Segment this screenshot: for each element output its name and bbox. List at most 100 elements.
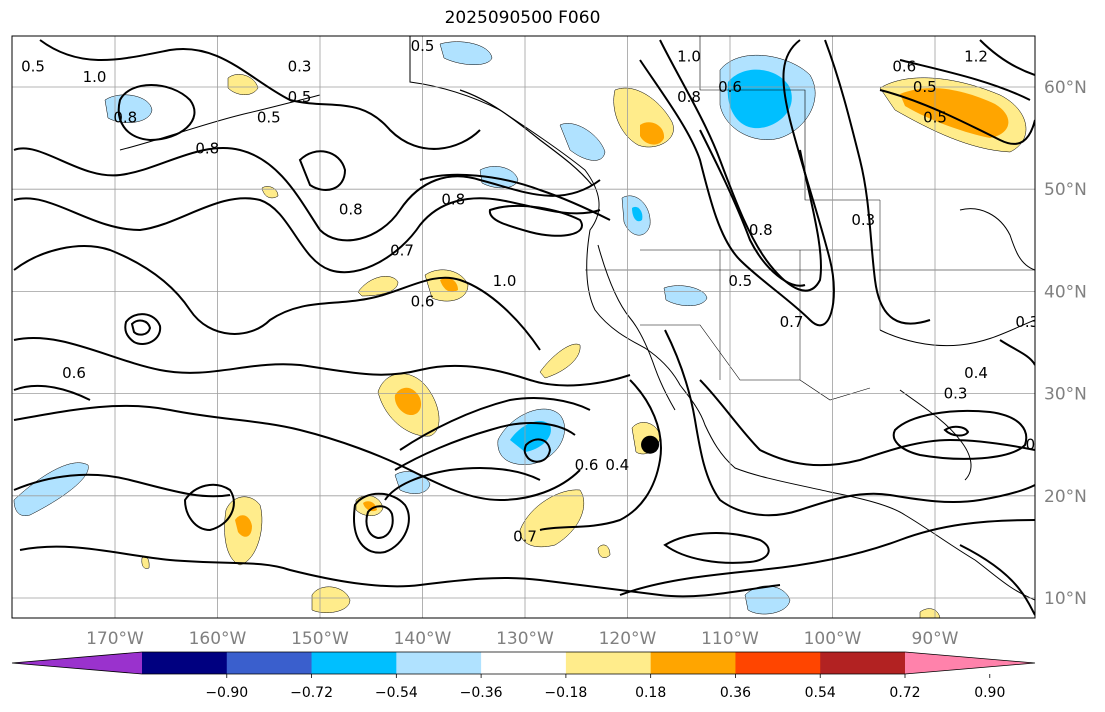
baja-california-coast [597,244,676,411]
contour-label: 0.8 [113,109,137,127]
colorbar-segment [311,652,397,674]
contour-label: 0.5 [728,272,752,290]
contour-line [130,319,152,336]
contour-line [999,339,1035,366]
latitude-tick-label: 50°N [1044,180,1087,200]
contour-line [663,532,770,564]
contour-line [13,147,601,242]
contour-label: 0.4 [964,364,988,382]
longitude-tick-label: 90°W [912,629,959,649]
negative-anomaly-core [632,206,643,222]
contour-line [699,379,1035,467]
contour-label: 0.5 [411,37,435,55]
colorbar-segment [565,652,652,674]
contour-line [699,129,806,287]
contour-line [13,384,91,401]
contour-label: 0.6 [575,456,599,474]
contour-label: 1.0 [493,272,517,290]
contour-line [394,422,576,471]
colorbar-tick-label: 0.90 [974,685,1005,701]
location-marker [641,435,660,454]
colorbar-segment [820,652,906,674]
colorbar [11,651,1036,675]
contour-label: 0.6 [718,78,742,96]
contour-label: 1.2 [964,47,988,65]
contour-line [399,397,591,451]
contour-line [124,313,162,345]
longitude-tick-label: 130°W [496,629,554,649]
contour-label: 0.3 [288,58,312,76]
contour-line [365,505,394,540]
contour-line [13,337,631,387]
contour-label: 0.6 [62,364,86,382]
contour-line [13,473,231,498]
gulf-coast [879,319,1035,347]
contour-line [523,438,552,463]
negative-anomaly-patch [559,123,606,161]
contour-line [13,404,581,502]
longitude-tick-labels: 170°W 160°W 150°W 140°W 130°W 120°W 110°W 100°W… [86,629,959,649]
colorbar-tick-labels: −0.90 −0.72 −0.54 −0.36 −0.18 0.18 0.36 0.54 0.7… [205,674,1005,701]
colorbar-tick-label: 0.72 [889,685,920,701]
colorbar-tick-label: 0.36 [720,685,751,701]
longitude-tick-label: 120°W [599,629,657,649]
contour-label: 0.3 [851,211,875,229]
canada-province-borders [699,36,880,201]
map-border [11,35,1036,619]
contour-line [39,39,481,150]
state-borders [640,200,881,380]
contour-line [664,329,1035,517]
colorbar-tick-label: 0.18 [635,685,666,701]
longitude-tick-label: 100°W [804,629,862,649]
colorbar-segment [650,652,736,674]
colorbar-segment [226,652,313,674]
contour-line [298,150,347,191]
negative-anomaly-core [727,69,792,129]
contour-lines [13,39,1035,616]
contour-line [824,39,931,325]
colorbar-segment [142,652,228,674]
coastlines [119,36,1035,601]
contour-label: 0.8 [195,139,219,157]
contour-label: 0.7 [780,313,804,331]
contour-line [879,89,1035,145]
contour-label: 0.5 [257,109,281,127]
contour-label: 1.0 [83,68,107,86]
contour-label: 0.8 [749,221,773,239]
longitude-tick-label: 110°W [701,629,759,649]
latitude-tick-label: 60°N [1044,78,1087,98]
longitude-tick-label: 140°W [394,629,452,649]
contour-label: 0.8 [339,201,363,219]
contour-labels: 0.5 1.0 0.8 0.8 0.5 0.3 0.5 0.5 0.8 0.8 0.7 1.0 0.6 0… [21,37,1050,712]
contour-label: 0.3 [944,385,968,403]
negative-anomaly-core [510,420,551,452]
positive-anomaly-core [640,122,665,145]
contour-label: 0.2 [954,701,978,712]
contour-line [183,483,235,532]
colorbar-tick-label: 0.54 [805,685,836,701]
alaska-panhandle-coast [459,89,593,186]
contour-label: 0.5 [21,58,45,76]
contour-label: 0.8 [677,88,701,106]
contour-line [117,84,196,142]
positive-anomaly-patch [227,74,259,95]
colorbar-extend-min [12,652,142,674]
negative-anomaly-patch [663,285,708,306]
colorbar-tick-label: −0.18 [544,685,587,701]
colorbar-tick-label: −0.54 [375,685,418,701]
contour-line [959,544,1035,616]
contour-line [979,39,1035,76]
contour-line [419,173,611,221]
contour-label: 0.4 [1026,436,1050,454]
contour-line [892,409,1028,460]
gridlines [12,36,1035,618]
positive-anomaly-patch [519,489,585,548]
contour-label: 0.7 [513,528,537,546]
contour-line [659,39,822,292]
contour-label: 0.8 [441,190,465,208]
us-mexico-border [640,324,871,401]
positive-anomaly-patch [539,343,581,379]
contour-line [353,492,410,554]
colorbar-outline [11,651,1036,675]
